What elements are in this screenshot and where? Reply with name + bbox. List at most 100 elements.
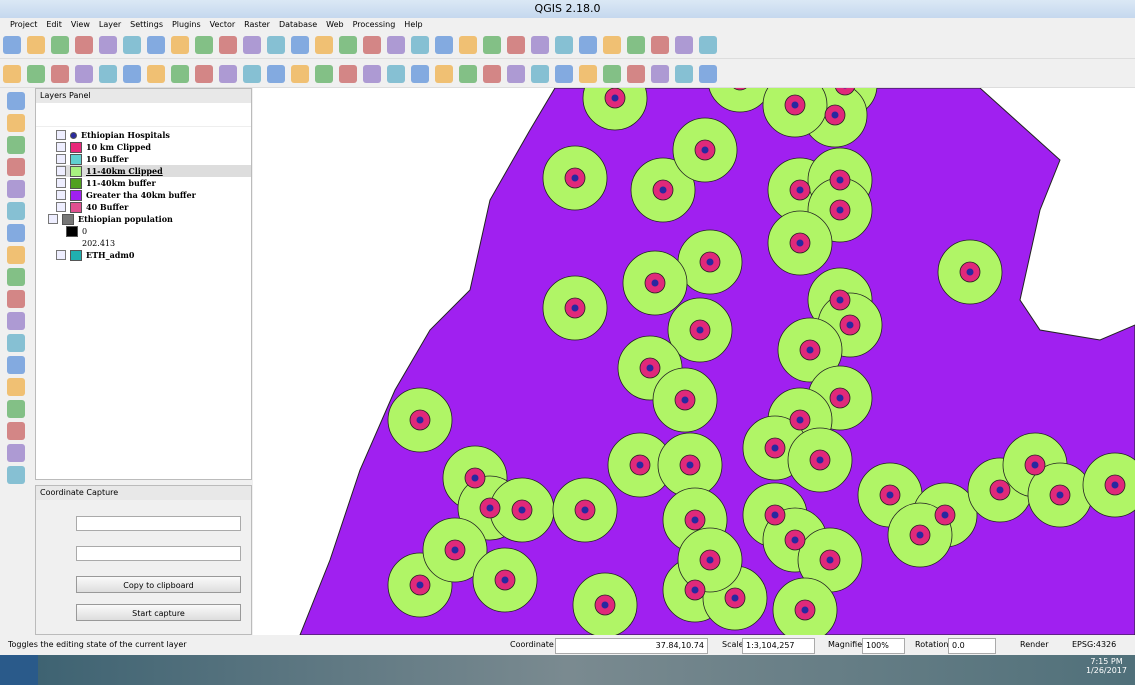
scale-field[interactable]: 1:3,104,257: [742, 638, 815, 654]
hospital[interactable]: [941, 511, 949, 519]
tool-button[interactable]: [507, 36, 525, 54]
tool-button[interactable]: [435, 65, 453, 83]
layer-item[interactable]: 11-40km buffer: [56, 177, 251, 189]
hospital[interactable]: [801, 606, 809, 614]
hospital[interactable]: [886, 491, 894, 499]
hospital[interactable]: [996, 486, 1004, 494]
layer-item[interactable]: 202.413: [66, 237, 251, 249]
tool-button[interactable]: [435, 36, 453, 54]
tool-button[interactable]: [3, 36, 21, 54]
hospital[interactable]: [816, 456, 824, 464]
layer-item[interactable]: 11-40km Clipped: [56, 165, 251, 177]
layer-item[interactable]: Greater tha 40km buffer: [56, 189, 251, 201]
hospital[interactable]: [416, 416, 424, 424]
hospital[interactable]: [451, 546, 459, 554]
render-checkbox[interactable]: Render: [1020, 640, 1049, 649]
hospital[interactable]: [842, 88, 849, 89]
tool-button[interactable]: [579, 36, 597, 54]
tool-button[interactable]: [387, 65, 405, 83]
tool-button[interactable]: [219, 65, 237, 83]
tool-button[interactable]: [603, 36, 621, 54]
tool-button[interactable]: [7, 92, 25, 110]
menu-item[interactable]: Project: [10, 20, 38, 29]
tool-button[interactable]: [7, 422, 25, 440]
hospital[interactable]: [651, 279, 659, 287]
hospital[interactable]: [731, 594, 739, 602]
tool-button[interactable]: [243, 65, 261, 83]
tool-button[interactable]: [99, 36, 117, 54]
tool-button[interactable]: [579, 65, 597, 83]
tool-button[interactable]: [531, 36, 549, 54]
layer-item[interactable]: 40 Buffer: [56, 201, 251, 213]
menu-item[interactable]: Plugins: [171, 20, 201, 29]
hospital[interactable]: [486, 504, 494, 512]
tool-button[interactable]: [507, 65, 525, 83]
hospital[interactable]: [706, 556, 714, 564]
tool-button[interactable]: [219, 36, 237, 54]
tool-button[interactable]: [7, 378, 25, 396]
tool-button[interactable]: [7, 356, 25, 374]
tool-button[interactable]: [75, 36, 93, 54]
hospital[interactable]: [518, 506, 526, 514]
hospital[interactable]: [471, 474, 479, 482]
hospital[interactable]: [601, 601, 609, 609]
tool-button[interactable]: [315, 36, 333, 54]
tool-button[interactable]: [411, 65, 429, 83]
hospital[interactable]: [826, 556, 834, 564]
hospital[interactable]: [1056, 491, 1064, 499]
tool-button[interactable]: [411, 36, 429, 54]
hospital[interactable]: [796, 416, 804, 424]
checkbox[interactable]: [56, 154, 66, 164]
checkbox[interactable]: [56, 190, 66, 200]
crs-button[interactable]: EPSG:4326: [1072, 640, 1117, 649]
hospital[interactable]: [771, 511, 779, 519]
magnifier-field[interactable]: 100%: [862, 638, 905, 654]
tool-button[interactable]: [3, 65, 21, 83]
hospital[interactable]: [966, 268, 974, 276]
tool-button[interactable]: [699, 36, 717, 54]
checkbox[interactable]: [56, 250, 66, 260]
menu-item[interactable]: View: [70, 20, 90, 29]
tool-button[interactable]: [315, 65, 333, 83]
checkbox[interactable]: [56, 142, 66, 152]
tool-button[interactable]: [459, 36, 477, 54]
tool-button[interactable]: [147, 36, 165, 54]
tool-button[interactable]: [675, 36, 693, 54]
layer-item[interactable]: Ethiopian Hospitals: [56, 129, 251, 141]
tool-button[interactable]: [699, 65, 717, 83]
tool-button[interactable]: [531, 65, 549, 83]
menu-item[interactable]: Settings: [130, 20, 163, 29]
tool-button[interactable]: [7, 312, 25, 330]
hospital[interactable]: [646, 364, 654, 372]
menu-item[interactable]: Database: [278, 20, 318, 29]
tool-button[interactable]: [7, 290, 25, 308]
tool-button[interactable]: [7, 114, 25, 132]
hospital[interactable]: [691, 586, 699, 594]
menu-item[interactable]: Vector: [209, 20, 236, 29]
tool-button[interactable]: [651, 65, 669, 83]
tool-button[interactable]: [483, 65, 501, 83]
tool-button[interactable]: [459, 65, 477, 83]
copy-button[interactable]: Copy to clipboard: [76, 576, 241, 593]
layer-item[interactable]: 10 km Clipped: [56, 141, 251, 153]
coordinate-field[interactable]: 37.84,10.74: [555, 638, 708, 654]
tool-button[interactable]: [195, 36, 213, 54]
hospital[interactable]: [686, 461, 694, 469]
start-button[interactable]: [0, 655, 38, 685]
hospital[interactable]: [836, 394, 844, 402]
tool-button[interactable]: [7, 400, 25, 418]
hospital[interactable]: [796, 186, 804, 194]
tool-button[interactable]: [7, 444, 25, 462]
tool-button[interactable]: [627, 36, 645, 54]
tool-button[interactable]: [675, 65, 693, 83]
hospital[interactable]: [1031, 461, 1039, 469]
tool-button[interactable]: [387, 36, 405, 54]
tool-button[interactable]: [291, 65, 309, 83]
text-input[interactable]: [76, 546, 241, 561]
tool-button[interactable]: [123, 65, 141, 83]
checkbox[interactable]: [56, 178, 66, 188]
tool-button[interactable]: [7, 334, 25, 352]
map-canvas[interactable]: [253, 88, 1135, 635]
hospital[interactable]: [659, 186, 667, 194]
hospital[interactable]: [701, 146, 709, 154]
